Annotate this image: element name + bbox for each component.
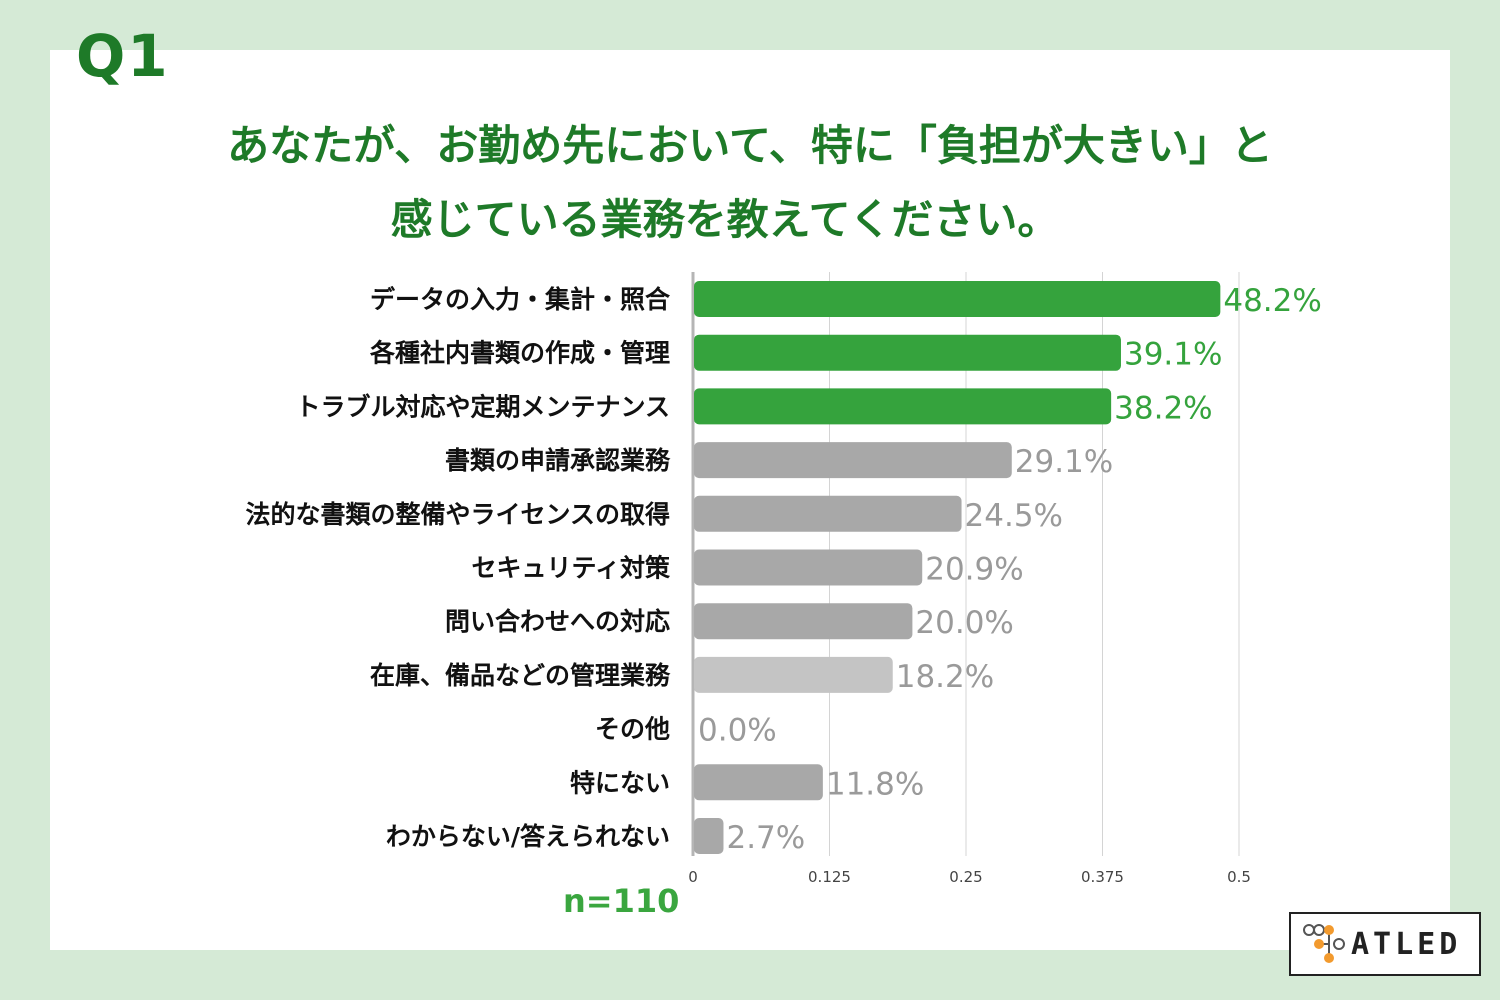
- category-label: その他: [595, 715, 670, 744]
- bar: [694, 603, 913, 640]
- bar: [694, 442, 1012, 479]
- bar: [694, 818, 724, 854]
- value-label: 0.0%: [698, 713, 777, 749]
- category-label: 各種社内書類の作成・管理: [369, 339, 670, 368]
- question-title-line1: あなたが、お勤め先において、特に「負担が大きい」と: [227, 121, 1273, 170]
- category-label: データの入力・集計・照合: [370, 285, 671, 314]
- x-tick-label: 0.5: [1227, 868, 1251, 886]
- value-label: 11.8%: [826, 766, 924, 802]
- x-tick-label: 0.125: [808, 868, 851, 886]
- x-tick-label: 0.375: [1081, 868, 1124, 886]
- bar: [694, 334, 1121, 371]
- atled-logo: ATLED: [1289, 912, 1481, 976]
- bar: [694, 656, 893, 693]
- category-label: 在庫、備品などの管理業務: [370, 661, 671, 690]
- question-id: Q1: [76, 22, 170, 90]
- bar: [694, 495, 962, 532]
- value-label: 24.5%: [965, 498, 1063, 534]
- question-title-line2: 感じている業務を教えてください。: [390, 195, 1060, 244]
- value-label: 39.1%: [1124, 337, 1222, 373]
- logo-mark-icon: [1303, 924, 1345, 963]
- bar: [694, 388, 1112, 425]
- value-label: 20.0%: [915, 605, 1013, 641]
- logo-text: ATLED: [1351, 927, 1462, 962]
- value-label: 18.2%: [896, 659, 994, 695]
- bar: [694, 549, 923, 586]
- x-tick-label: 0: [688, 868, 698, 886]
- category-label: わからない/答えられない: [386, 822, 670, 851]
- value-label: 38.2%: [1114, 390, 1212, 426]
- value-label: 48.2%: [1223, 283, 1321, 319]
- category-label: 法的な書類の整備やライセンスの取得: [245, 500, 670, 529]
- bar: [694, 764, 823, 801]
- category-label: 特にない: [570, 768, 670, 797]
- sample-size: n=110: [563, 882, 680, 920]
- category-label: セキュリティ対策: [471, 554, 671, 583]
- value-label: 20.9%: [925, 552, 1023, 588]
- category-label: トラブル対応や定期メンテナンス: [295, 392, 670, 421]
- value-label: 2.7%: [726, 820, 805, 856]
- bar: [694, 281, 1221, 317]
- category-label: 問い合わせへの対応: [445, 607, 670, 636]
- value-label: 29.1%: [1015, 444, 1113, 480]
- x-tick-label: 0.25: [949, 868, 982, 886]
- category-label: 書類の申請承認業務: [445, 446, 671, 475]
